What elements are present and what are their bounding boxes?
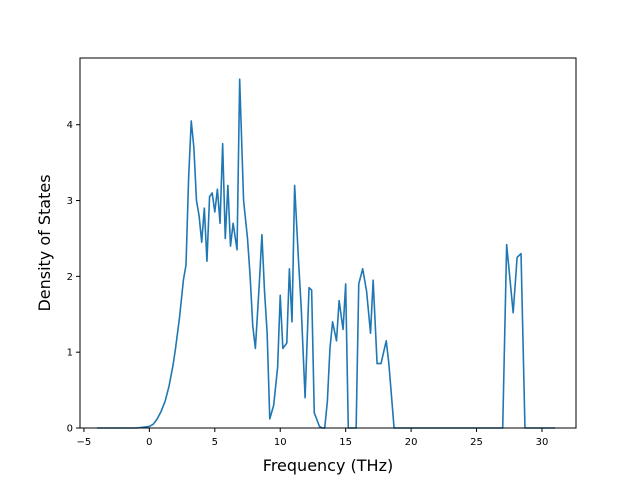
x-tick-label: 15: [339, 437, 352, 448]
x-tick-label: −5: [77, 437, 92, 448]
x-tick-label: 5: [212, 437, 218, 448]
y-tick-label: 1: [67, 348, 73, 359]
y-axis-label: Density of States: [35, 174, 54, 311]
y-tick-label: 3: [67, 196, 73, 207]
y-tick-label: 2: [67, 272, 73, 283]
x-axis-label: Frequency (THz): [263, 456, 393, 475]
y-axis-ticks: 0 1 2 3 4: [67, 120, 80, 435]
x-tick-label: 30: [536, 437, 549, 448]
plot-frame: [79, 57, 577, 429]
x-tick-label: 25: [470, 437, 483, 448]
x-tick-label: 20: [405, 437, 418, 448]
y-tick-label: 0: [67, 424, 73, 435]
series-line-1: [97, 78, 556, 429]
series-layer: [97, 78, 556, 429]
x-tick-label: 0: [146, 437, 152, 448]
x-tick-label: 10: [274, 437, 287, 448]
x-axis-ticks: −5 0 5 10 15 20 25 30: [77, 428, 549, 448]
y-tick-label: 4: [67, 120, 73, 131]
plot-area: [80, 58, 576, 428]
